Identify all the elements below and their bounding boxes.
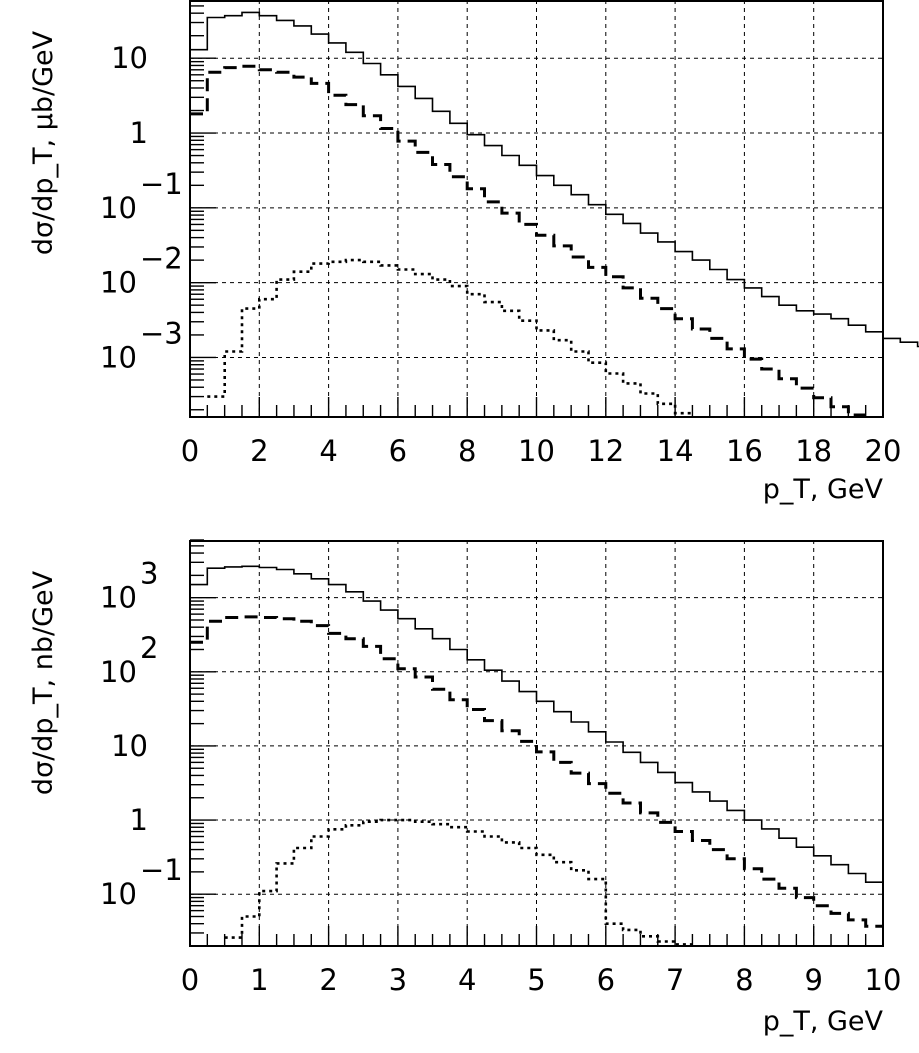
chart-2-y-tick-label-4: 10 <box>100 877 137 911</box>
chart-2-series-dashed <box>190 615 883 928</box>
chart-2-x-tick-label-6: 6 <box>597 963 615 997</box>
chart-1-x-tick-label-2: 4 <box>319 434 337 468</box>
chart-2-x-tick-label-7: 7 <box>666 963 684 997</box>
chart-1-y-tick-label-4: 10 <box>100 340 137 374</box>
chart-2-series-dotted <box>224 818 693 946</box>
chart-1-x-tick-label-3: 6 <box>389 434 407 468</box>
chart-2-series-solid <box>190 565 883 883</box>
chart-1-x-tick-label-9: 18 <box>795 434 832 468</box>
chart-1-series-dashed <box>190 64 866 417</box>
chart-1-x-tick-label-10: 20 <box>865 434 902 468</box>
chart-2-y-tick-label-3: 1 <box>130 803 148 837</box>
chart-2-x-tick-label-5: 5 <box>527 963 545 997</box>
chart-2-x-tick-label-2: 2 <box>319 963 337 997</box>
chart-1-y-tick-label-0: 10 <box>111 41 148 75</box>
chart-1-x-tick-label-7: 14 <box>657 434 694 468</box>
chart-1-x-tick-label-1: 2 <box>250 434 268 468</box>
chart-2-y-tick-label-exp-1: 2 <box>140 631 158 665</box>
chart-1-series-solid <box>190 11 919 348</box>
chart-2-y-tick-label-1: 10 <box>100 655 137 689</box>
chart-1-x-tick-label-6: 12 <box>587 434 624 468</box>
chart-2-y-tick-label-exp-4: −1 <box>140 853 183 887</box>
chart-1-x-tick-label-8: 16 <box>726 434 763 468</box>
chart-1-x-tick-label-4: 8 <box>458 434 476 468</box>
chart-2-y-axis-label: dσ/dp_T, nb/GeV <box>28 570 59 795</box>
chart-2-plot-frame <box>189 540 884 947</box>
chart-1-y-tick-label-exp-3: −2 <box>140 242 183 276</box>
chart-1-y-axis-label: dσ/dp_T, μb/GeV <box>28 30 59 255</box>
chart-2-x-tick-label-0: 0 <box>181 963 199 997</box>
chart-1-y-tick-label-exp-4: −3 <box>140 316 183 350</box>
chart-2-x-tick-label-1: 1 <box>250 963 268 997</box>
chart-2-y-tick-label-2: 10 <box>111 729 148 763</box>
chart-1-y-tick-label-exp-2: −1 <box>140 167 183 201</box>
chart-1-x-axis-label: p_T, GeV <box>763 474 884 505</box>
chart-1-x-tick-label-5: 10 <box>518 434 555 468</box>
chart-2-x-tick-label-10: 10 <box>865 963 902 997</box>
chart-1-series-dotted <box>207 258 693 415</box>
chart-2-y-tick-label-exp-0: 3 <box>140 557 158 591</box>
chart-2-x-tick-label-9: 9 <box>804 963 822 997</box>
chart-2-x-tick-label-4: 4 <box>458 963 476 997</box>
chart-1-plot-frame <box>189 0 884 418</box>
chart-2-x-tick-label-8: 8 <box>735 963 753 997</box>
chart-2-y-tick-label-0: 10 <box>100 581 137 615</box>
chart-1-x-tick-label-0: 0 <box>181 434 199 468</box>
chart-2-x-tick-label-3: 3 <box>389 963 407 997</box>
chart-2-x-axis-label: p_T, GeV <box>763 1006 884 1037</box>
chart-1-y-tick-label-1: 1 <box>130 116 148 150</box>
chart-1-y-tick-label-3: 10 <box>100 266 137 300</box>
chart-1-y-tick-label-2: 10 <box>100 191 137 225</box>
